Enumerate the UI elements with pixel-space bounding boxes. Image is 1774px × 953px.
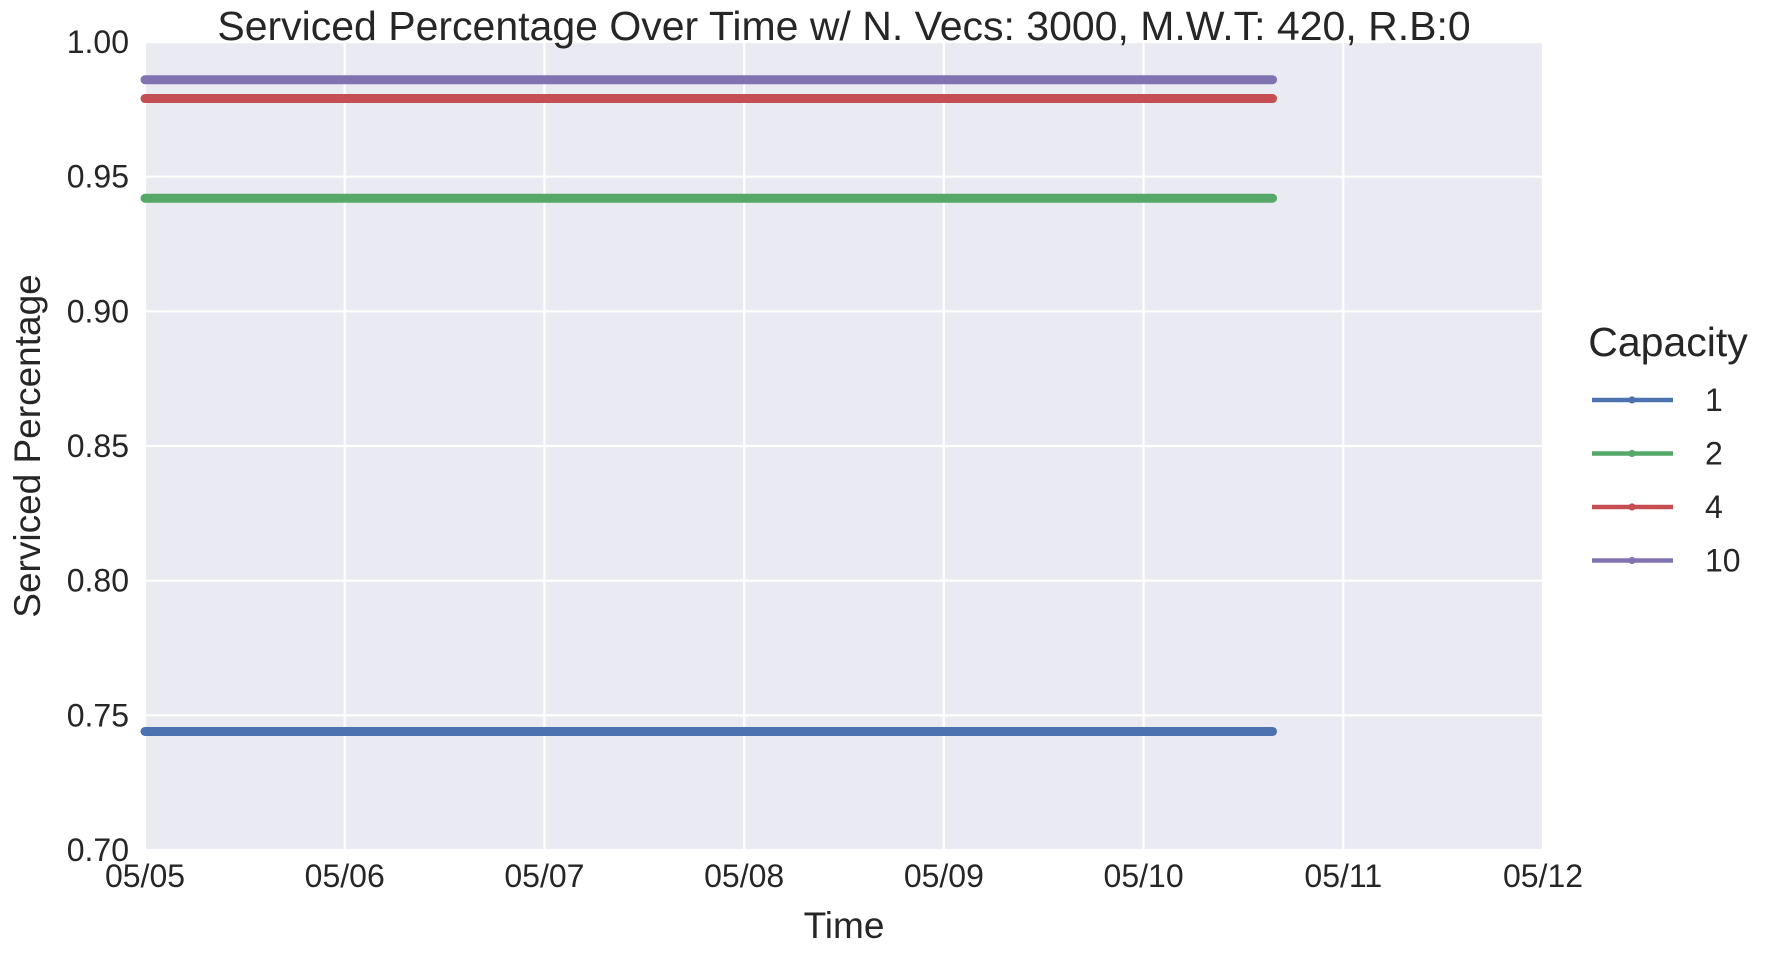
- legend-marker-capacity-10: [1628, 556, 1636, 565]
- legend-marker-capacity-1: [1628, 396, 1636, 404]
- grid: [143, 40, 1545, 852]
- y-tick-label: 0.95: [67, 159, 129, 195]
- series-lines: [140, 75, 1278, 736]
- x-axis-label: Time: [804, 905, 885, 946]
- legend-marker-capacity-4: [1628, 503, 1636, 511]
- y-tick-label: 0.75: [67, 697, 129, 733]
- x-tick-label: 05/10: [1104, 858, 1184, 894]
- legend-label-capacity-2: 2: [1705, 436, 1723, 472]
- x-tick-label: 05/12: [1503, 858, 1583, 894]
- x-axis-ticks: 05/05 05/06 05/07 05/08 05/09 05/10 05/11 05/12: [105, 858, 1583, 894]
- x-tick-label: 05/08: [704, 858, 784, 894]
- y-tick-label: 0.90: [67, 293, 129, 329]
- legend-label-capacity-1: 1: [1705, 382, 1723, 418]
- legend-title: Capacity: [1588, 319, 1748, 365]
- legend-label-capacity-4: 4: [1705, 489, 1723, 525]
- x-tick-label: 05/07: [504, 858, 584, 894]
- y-tick-label: 0.70: [67, 832, 129, 868]
- y-tick-label: 1.00: [67, 24, 129, 60]
- y-axis-ticks: 0.70 0.75 0.80 0.85 0.90 0.95 1.00: [67, 24, 129, 868]
- legend-label-capacity-10: 10: [1705, 543, 1741, 579]
- x-tick-label: 05/05: [105, 858, 185, 894]
- y-tick-label: 0.80: [67, 563, 129, 599]
- legend: Capacity 1 2 4 10: [1588, 319, 1748, 579]
- legend-marker-capacity-2: [1628, 449, 1636, 458]
- x-tick-label: 05/11: [1304, 858, 1382, 894]
- x-tick-label: 05/09: [904, 858, 984, 894]
- y-axis-label: Serviced Percentage: [7, 274, 48, 617]
- x-tick-label: 05/06: [305, 858, 385, 894]
- y-tick-label: 0.85: [67, 428, 129, 464]
- chart-title: Serviced Percentage Over Time w/ N. Vecs…: [217, 3, 1470, 49]
